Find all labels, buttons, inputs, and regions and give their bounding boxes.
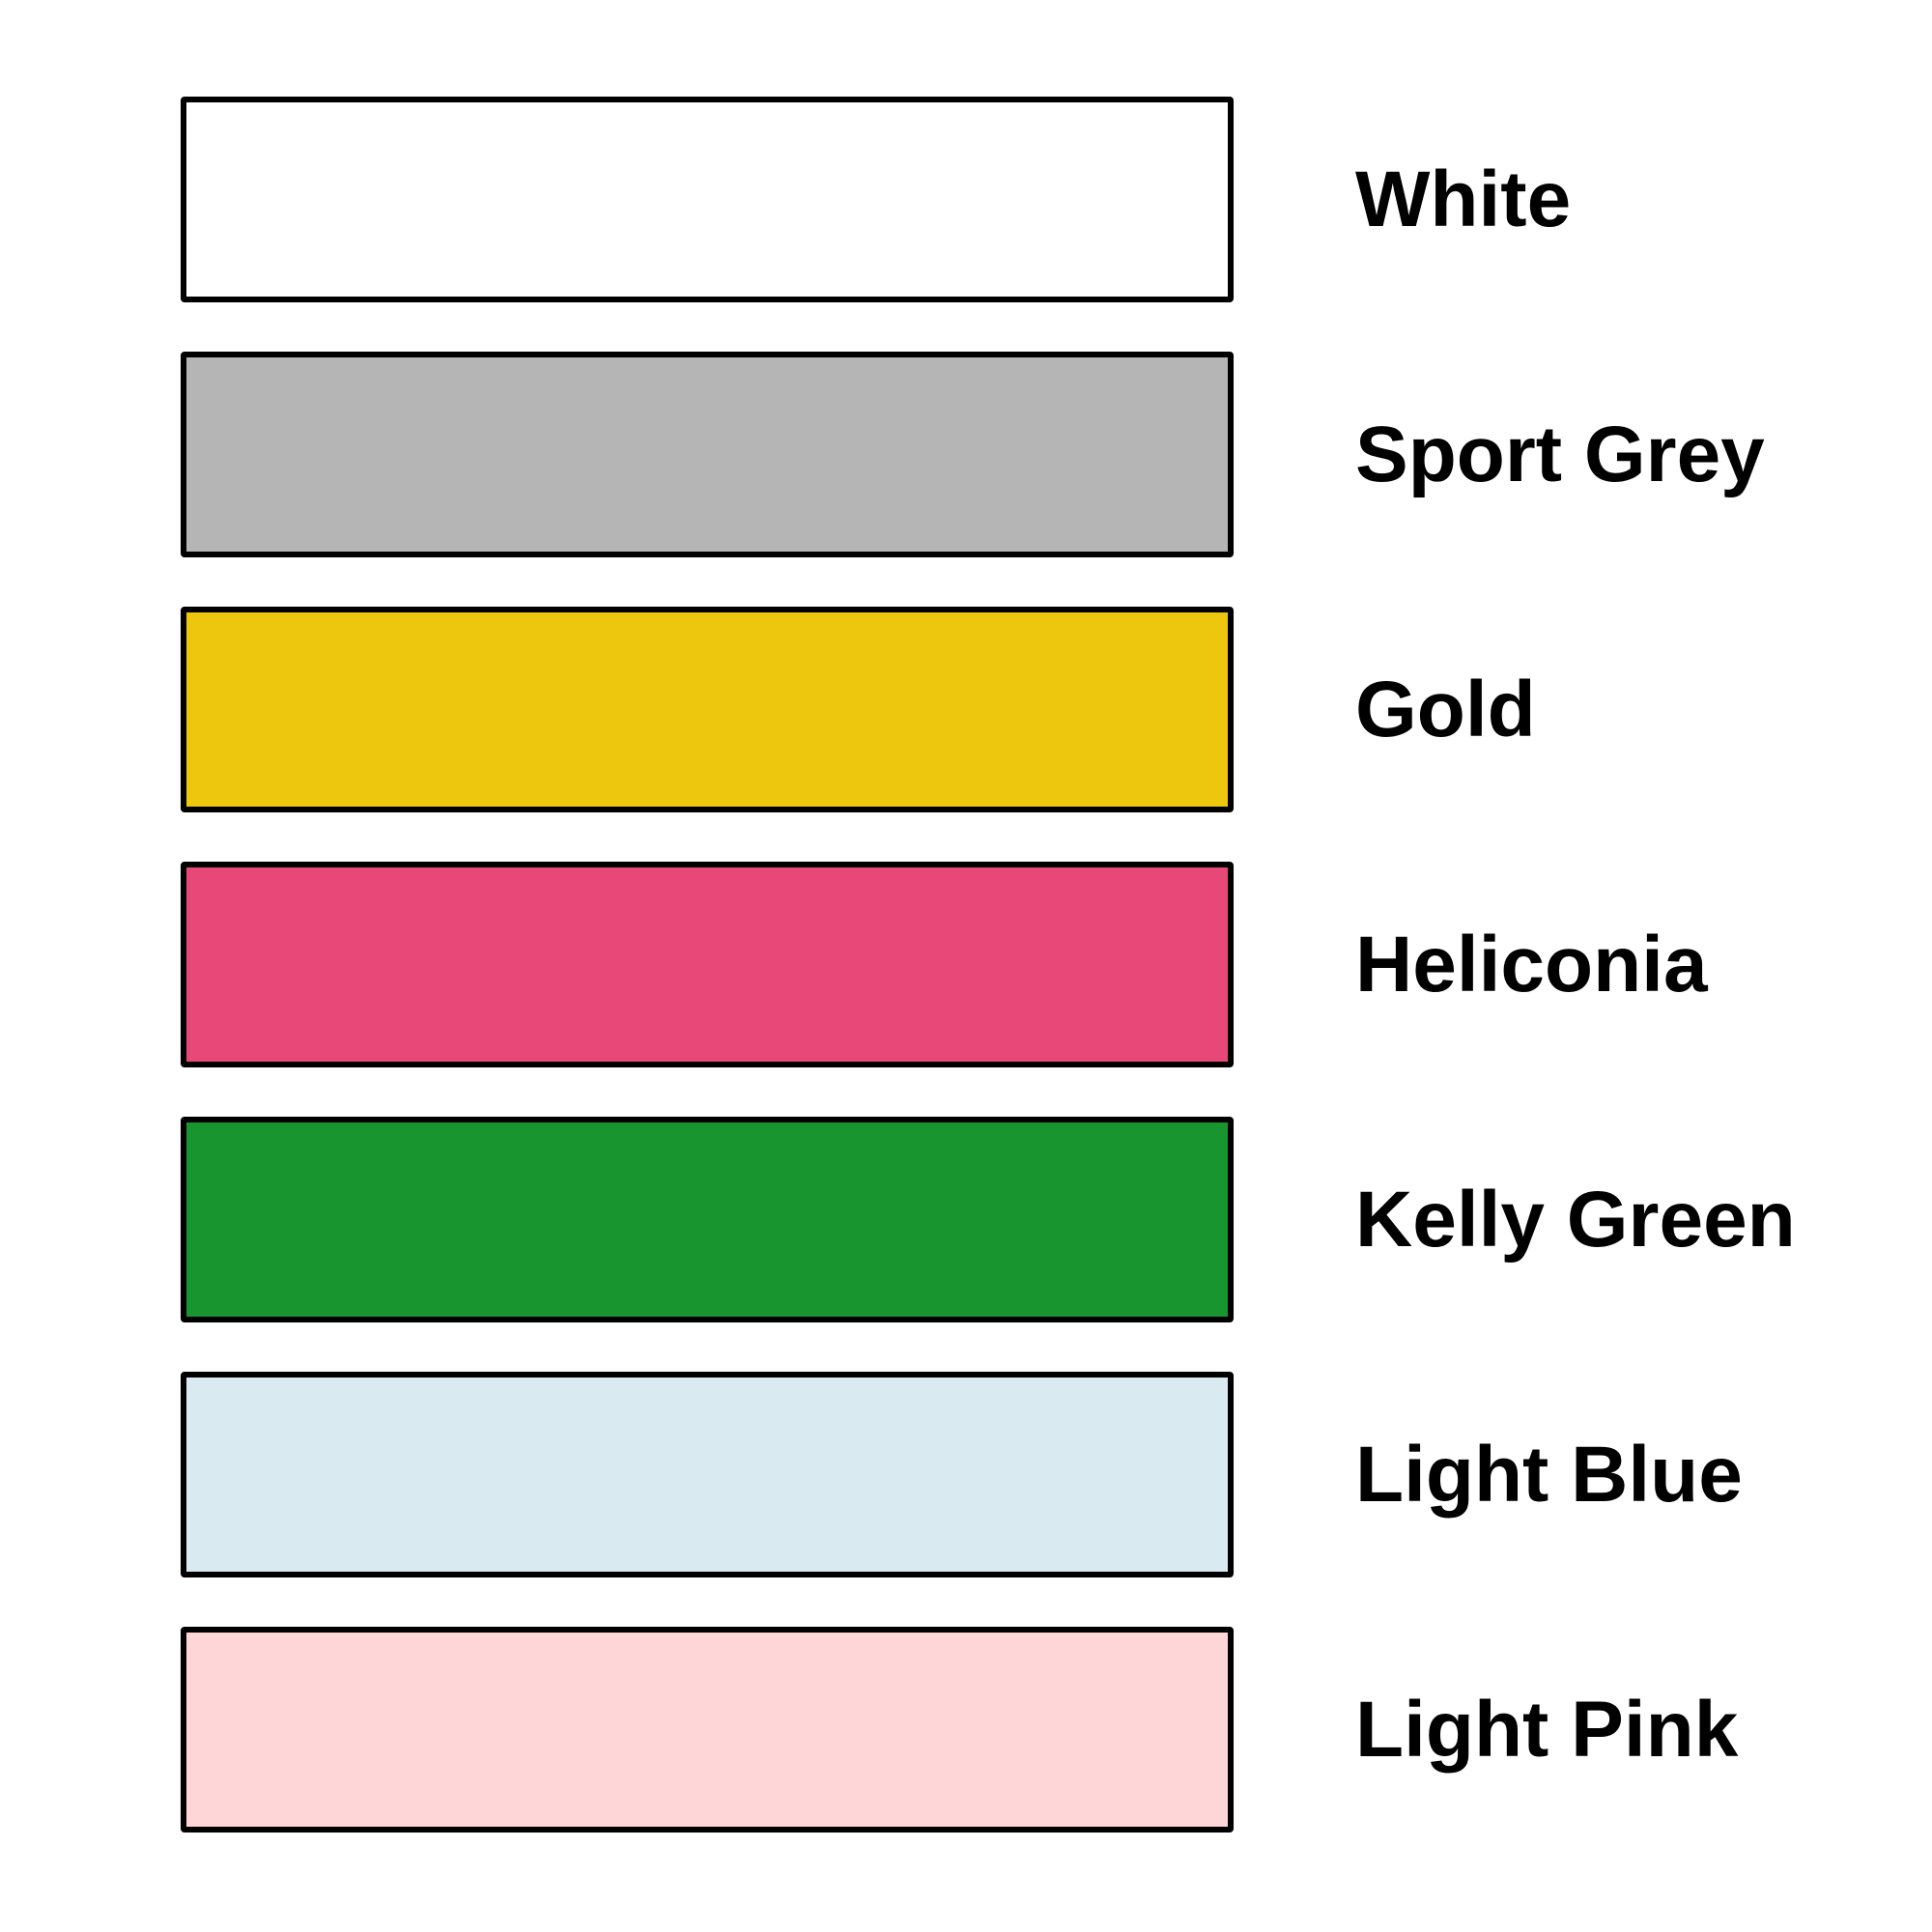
color-label: Sport Grey — [1355, 410, 1765, 498]
color-label: White — [1355, 155, 1572, 243]
swatch-row: Light Blue — [181, 1372, 1796, 1577]
color-swatch-list: White Sport Grey Gold Heliconia Kelly Gr… — [181, 97, 1796, 1833]
color-swatch — [181, 607, 1234, 812]
color-label: Gold — [1355, 665, 1536, 753]
color-label: Light Pink — [1355, 1685, 1739, 1774]
swatch-row: Light Pink — [181, 1627, 1796, 1833]
swatch-row: Kelly Green — [181, 1117, 1796, 1322]
color-swatch — [181, 97, 1234, 302]
color-label: Kelly Green — [1355, 1175, 1796, 1264]
swatch-row: Sport Grey — [181, 352, 1796, 557]
color-swatch — [181, 1372, 1234, 1577]
swatch-row: Heliconia — [181, 862, 1796, 1067]
color-label: Light Blue — [1355, 1430, 1743, 1519]
color-label: Heliconia — [1355, 920, 1708, 1009]
color-swatch — [181, 1117, 1234, 1322]
color-swatch — [181, 1627, 1234, 1833]
swatch-row: White — [181, 97, 1796, 302]
color-swatch — [181, 862, 1234, 1067]
color-swatch — [181, 352, 1234, 557]
swatch-row: Gold — [181, 607, 1796, 812]
